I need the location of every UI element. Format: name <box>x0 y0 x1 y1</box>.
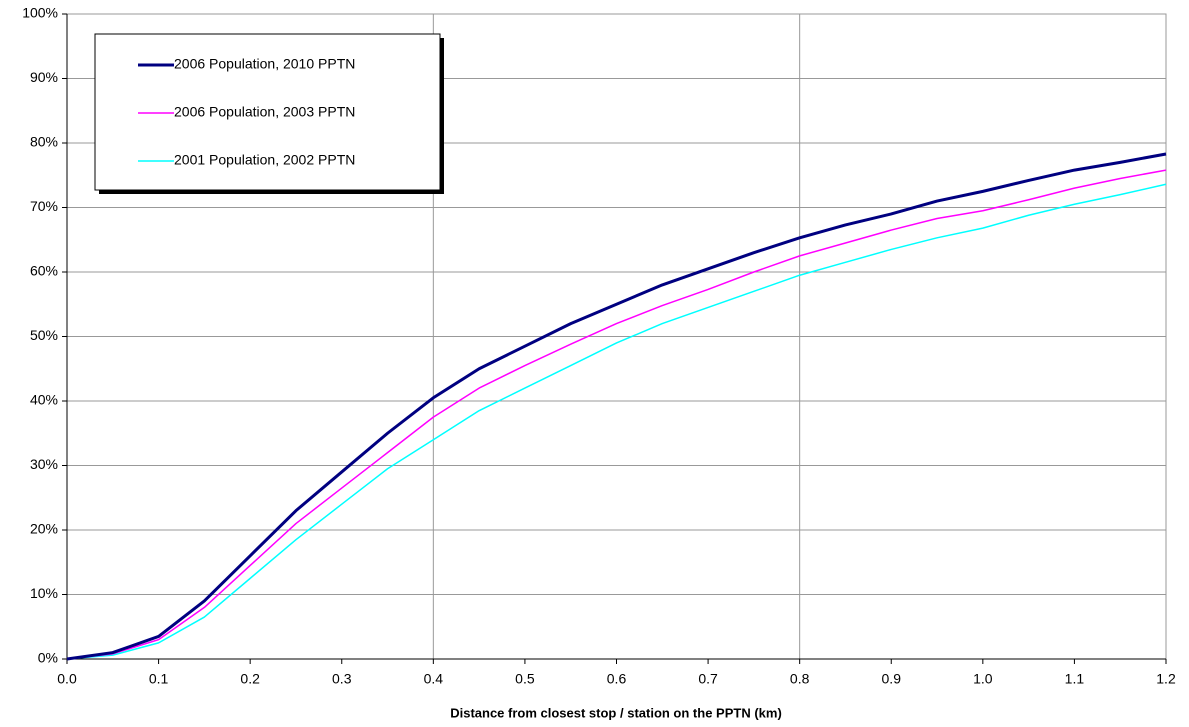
series-line <box>66 183 1167 660</box>
y-tick-label: 80% <box>30 134 58 150</box>
x-tick-label: 0.9 <box>882 671 902 687</box>
legend-label: 2001 Population, 2002 PPTN <box>174 152 355 168</box>
y-tick-label: 100% <box>22 5 58 21</box>
y-tick-label: 0% <box>38 650 58 666</box>
x-tick-label: 1.2 <box>1156 671 1176 687</box>
y-tick-label: 20% <box>30 521 58 537</box>
x-axis-title: Distance from closest stop / station on … <box>450 705 782 720</box>
x-tick-label: 1.0 <box>973 671 993 687</box>
y-tick-label: 40% <box>30 392 58 408</box>
x-tick-label: 0.1 <box>149 671 169 687</box>
x-tick-label: 0.2 <box>240 671 260 687</box>
x-tick-label: 1.1 <box>1065 671 1085 687</box>
y-tick-label: 60% <box>30 263 58 279</box>
series-line <box>66 169 1167 660</box>
x-tick-label: 0.6 <box>607 671 627 687</box>
x-tick-label: 0.7 <box>698 671 718 687</box>
x-tick-label: 0.0 <box>57 671 77 687</box>
x-tick-label: 0.3 <box>332 671 352 687</box>
y-tick-label: 50% <box>30 327 58 343</box>
legend-box <box>94 33 441 191</box>
x-tick-label: 0.8 <box>790 671 810 687</box>
x-tick-label: 0.4 <box>424 671 444 687</box>
legend-label: 2006 Population, 2003 PPTN <box>174 104 355 120</box>
y-tick-label: 70% <box>30 198 58 214</box>
y-tick-label: 10% <box>30 585 58 601</box>
x-tick-label: 0.5 <box>515 671 535 687</box>
y-tick-label: 30% <box>30 456 58 472</box>
y-tick-label: 90% <box>30 69 58 85</box>
legend-label: 2006 Population, 2010 PPTN <box>174 56 355 72</box>
series-line <box>66 152 1167 661</box>
